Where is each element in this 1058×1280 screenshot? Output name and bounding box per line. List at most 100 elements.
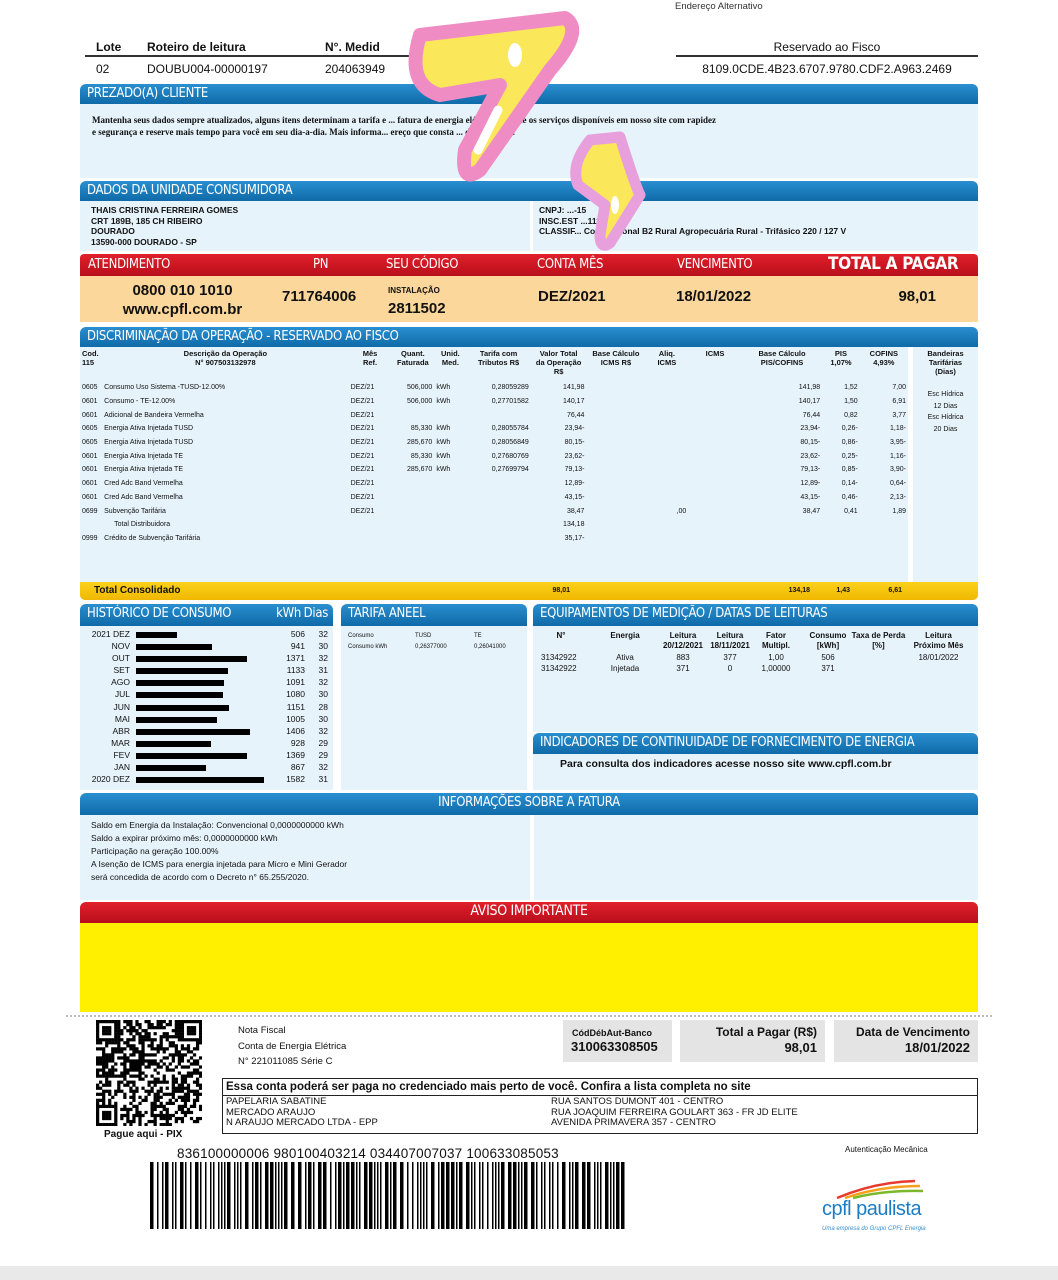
classificacao: CLASSIF... Convencional B2 Rural Agropec… <box>539 226 847 236</box>
qr-module <box>141 1035 145 1039</box>
disc-cell: Total Distribuidora <box>114 521 171 529</box>
disc-cell <box>586 381 645 395</box>
qr-module <box>138 1065 142 1069</box>
barcode-bar <box>369 1162 373 1229</box>
qr-module <box>174 1077 178 1081</box>
qr-module <box>192 1089 197 1093</box>
qr-module <box>162 1107 166 1112</box>
qr-module <box>129 1020 133 1024</box>
barcode-number[interactable]: 836100000006 980100403214 034407007037 1… <box>177 1146 559 1161</box>
qr-module <box>135 1020 139 1024</box>
cnpj: CNPJ: ...-15 <box>539 205 587 215</box>
disc-cell <box>688 463 742 477</box>
qr-module <box>138 1068 142 1072</box>
barcode-bar <box>521 1162 523 1229</box>
qr-module <box>102 1047 106 1051</box>
qr-module <box>96 1071 100 1075</box>
qr-module <box>195 1089 200 1093</box>
qr-module <box>186 1107 191 1112</box>
disc-cell <box>688 395 742 409</box>
history-row: JUN 1151 28 <box>80 702 333 714</box>
barcode-bar <box>407 1162 409 1229</box>
credenciado-address: RUA JOAQUIM FERREIRA GOULART 363 - FR JD… <box>551 1106 798 1118</box>
qr-module <box>180 1026 185 1030</box>
disc-cell: 285,670 <box>407 466 433 474</box>
qr-module <box>123 1026 127 1030</box>
qr-module <box>192 1047 197 1051</box>
barcode-bar <box>275 1162 277 1229</box>
site-link[interactable]: www.cpfl.com.br <box>122 301 243 318</box>
equip-col-header: N° <box>556 631 566 640</box>
qr-module <box>129 1119 133 1124</box>
table-row: 0605 Energia Ativa Injetada TUSD DEZ/21 285… <box>80 436 908 450</box>
barcode-bar <box>245 1162 249 1229</box>
equip-col-header: Fator Multipl. <box>762 631 790 650</box>
qr-module <box>114 1092 118 1096</box>
disc-cell <box>586 408 645 422</box>
disc-cell: Consumo - TE-12.00% <box>104 398 176 406</box>
page-bottom <box>0 1266 1058 1280</box>
qr-module <box>180 1032 185 1036</box>
qr-module <box>102 1092 106 1096</box>
qr-module <box>126 1020 130 1024</box>
qr-module <box>153 1080 157 1084</box>
qr-module <box>153 1062 157 1066</box>
qr-module <box>96 1119 100 1124</box>
equip-cell: 0 <box>727 664 733 673</box>
qr-module <box>159 1086 163 1090</box>
qr-module <box>177 1038 181 1042</box>
qr-module <box>198 1083 202 1087</box>
qr-module <box>129 1053 133 1057</box>
qr-module <box>198 1071 202 1075</box>
qr-module <box>96 1038 100 1042</box>
qr-module <box>114 1020 118 1024</box>
disc-cell <box>645 395 688 409</box>
qr-module <box>159 1089 163 1093</box>
qr-module <box>147 1080 151 1084</box>
disc-cell <box>391 408 434 422</box>
history-month: 2021 DEZ <box>91 629 130 639</box>
info-header: INFORMAÇÕES SOBRE A FATURA <box>80 793 978 815</box>
qr-module <box>126 1071 130 1075</box>
barcode-bar <box>466 1162 470 1229</box>
qr-module <box>162 1092 166 1096</box>
qr-module <box>123 1095 127 1099</box>
qr-module <box>165 1032 169 1036</box>
qr-module <box>117 1038 121 1042</box>
qr-module <box>99 1122 103 1126</box>
qr-module <box>126 1110 130 1115</box>
qr-module <box>174 1110 178 1115</box>
qr-module <box>162 1050 166 1054</box>
qr-module <box>96 1032 100 1036</box>
qr-module <box>135 1086 139 1090</box>
qr-module <box>114 1050 118 1054</box>
qr-module <box>156 1020 160 1024</box>
disc-cell: 38,47 <box>566 507 585 515</box>
qr-module <box>189 1062 194 1066</box>
pix-qr-code[interactable] <box>96 1020 202 1126</box>
disc-cell <box>349 532 392 546</box>
disc-cell <box>688 518 742 532</box>
qr-module <box>132 1035 136 1039</box>
qr-module <box>114 1113 118 1118</box>
total-pagar-value: 98,01 <box>784 1040 817 1055</box>
qr-module <box>123 1074 127 1078</box>
qr-module <box>183 1104 188 1109</box>
history-dias: 32 <box>318 653 328 664</box>
qr-module <box>174 1119 178 1124</box>
nf-label: Nota Fiscal <box>238 1025 286 1036</box>
roteiro-label: Roteiro de leitura <box>147 40 246 54</box>
qr-module <box>159 1038 163 1042</box>
disc-cell: 1,50 <box>844 398 858 406</box>
qr-module <box>138 1023 142 1027</box>
qr-module <box>192 1104 197 1109</box>
qr-module <box>105 1089 109 1093</box>
disc-cell: 43,15- <box>800 493 821 501</box>
disc-cell: 0999 <box>82 534 98 542</box>
qr-module <box>165 1023 169 1027</box>
qr-module <box>198 1026 202 1030</box>
disc-cell <box>466 491 530 505</box>
history-month: MAR <box>111 737 130 748</box>
tarifa-h2: TUSD <box>415 633 432 639</box>
qr-module <box>102 1101 106 1105</box>
